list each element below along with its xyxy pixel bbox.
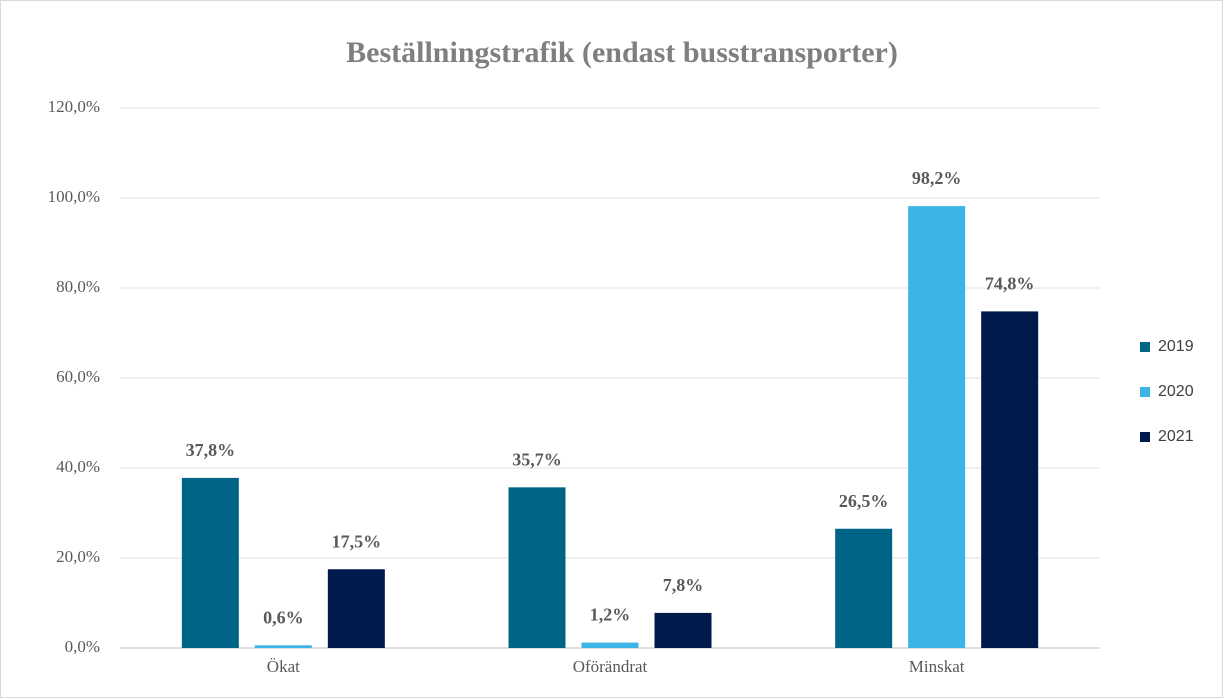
value-label: 7,8% bbox=[663, 575, 704, 595]
bar bbox=[981, 311, 1039, 648]
y-tick-label: 120,0% bbox=[48, 97, 100, 116]
x-tick-label: Oförändrat bbox=[573, 657, 648, 676]
y-tick-label: 20,0% bbox=[56, 547, 100, 566]
bar bbox=[654, 612, 712, 648]
bar bbox=[327, 569, 385, 648]
value-label: 98,2% bbox=[912, 168, 962, 188]
legend-swatch bbox=[1140, 387, 1150, 397]
value-label: 74,8% bbox=[985, 274, 1035, 294]
chart-title: Beställningstrafik (endast busstransport… bbox=[346, 36, 898, 69]
bar bbox=[508, 487, 566, 648]
y-tick-label: 80,0% bbox=[56, 277, 100, 296]
legend-label: 2019 bbox=[1158, 338, 1194, 355]
y-tick-label: 60,0% bbox=[56, 367, 100, 386]
value-label: 37,8% bbox=[186, 440, 236, 460]
value-label: 26,5% bbox=[839, 491, 889, 511]
y-tick-label: 100,0% bbox=[48, 187, 100, 206]
legend-label: 2021 bbox=[1158, 428, 1194, 445]
value-label: 0,6% bbox=[263, 607, 304, 627]
legend-swatch bbox=[1140, 342, 1150, 352]
legend-label: 2020 bbox=[1158, 383, 1194, 400]
value-label: 17,5% bbox=[332, 531, 382, 551]
bar bbox=[908, 206, 966, 648]
y-tick-label: 40,0% bbox=[56, 457, 100, 476]
bar bbox=[581, 642, 639, 648]
value-label: 35,7% bbox=[512, 449, 562, 469]
bar bbox=[181, 477, 239, 648]
bar bbox=[835, 528, 893, 648]
x-tick-label: Ökat bbox=[267, 657, 300, 676]
value-label: 1,2% bbox=[590, 605, 631, 625]
bar bbox=[254, 645, 312, 648]
x-tick-label: Minskat bbox=[909, 657, 965, 676]
y-tick-label: 0,0% bbox=[65, 637, 100, 656]
legend-swatch bbox=[1140, 432, 1150, 442]
